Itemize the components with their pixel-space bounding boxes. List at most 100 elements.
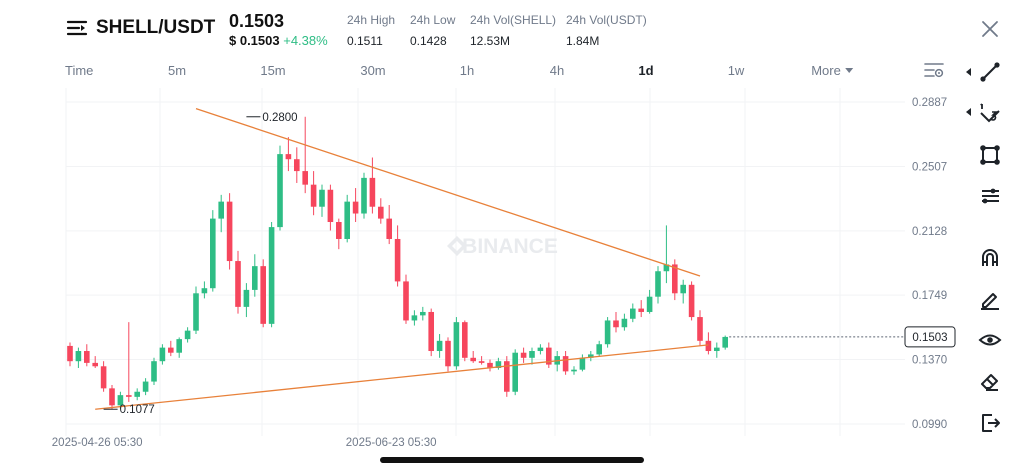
annotations: 0.2800 0.1077 xyxy=(103,112,298,416)
candle-body xyxy=(705,340,712,352)
eraser-tool[interactable] xyxy=(978,369,1002,393)
pair-title[interactable]: SHELL/USDT xyxy=(96,17,216,38)
magnet-tool[interactable] xyxy=(978,246,1002,270)
interval-1w[interactable]: 1w xyxy=(727,63,745,78)
candle-body xyxy=(655,271,661,297)
candle-body xyxy=(319,189,325,207)
rectangle-tool[interactable] xyxy=(978,143,1002,167)
candle-body xyxy=(252,266,258,290)
candle-body xyxy=(487,362,493,368)
visibility-tool[interactable] xyxy=(978,328,1002,352)
price-tick-label: 0.1370 xyxy=(912,354,947,366)
trend-line-icon xyxy=(980,62,1000,82)
candle-body xyxy=(688,284,695,318)
candle-body xyxy=(142,381,149,392)
candle-body xyxy=(226,201,233,262)
candle-body xyxy=(588,354,594,358)
stat-value: 0.1428 xyxy=(410,34,447,48)
trendlines[interactable] xyxy=(95,108,709,410)
candle-body xyxy=(546,347,552,365)
candle-body xyxy=(260,266,266,324)
fib-tool[interactable] xyxy=(978,100,1002,124)
trendline-upper xyxy=(195,108,701,277)
candle-body xyxy=(562,356,569,372)
candle-body xyxy=(663,264,670,272)
candle-body xyxy=(369,177,376,207)
interval-4h[interactable]: 4h xyxy=(549,63,565,78)
candle-body xyxy=(243,289,250,307)
candle-body xyxy=(445,340,451,367)
stat-value: 0.1511 xyxy=(347,34,383,48)
candle-body xyxy=(411,315,418,321)
caret-left-icon[interactable] xyxy=(966,68,971,76)
candle-body xyxy=(75,351,82,362)
candle-body xyxy=(386,218,392,239)
candle-body xyxy=(436,340,443,352)
last-price: 0.1503 xyxy=(229,11,285,31)
candle-body xyxy=(579,357,586,370)
exit-drawing-tool[interactable] xyxy=(978,411,1002,435)
candle-body xyxy=(168,347,174,353)
candle-body xyxy=(722,336,728,348)
interval-1h[interactable]: 1h xyxy=(459,63,475,78)
price-tick-label: 0.1749 xyxy=(912,290,947,302)
chart-settings-icon[interactable] xyxy=(924,62,944,78)
chart-grid xyxy=(65,88,905,436)
current-price-label: 0.1503 xyxy=(912,332,947,344)
candle-body xyxy=(210,218,216,289)
interval-5m[interactable]: 5m xyxy=(167,63,187,78)
candle-body xyxy=(100,366,107,389)
candle-body xyxy=(520,352,527,358)
candle-body xyxy=(126,395,132,397)
candle-body xyxy=(327,189,334,223)
magnet-icon xyxy=(982,249,998,266)
time-tick-label: 2025-04-26 05:30 xyxy=(52,437,143,449)
more-label: More xyxy=(811,63,841,78)
stat-label: 24h High xyxy=(347,13,396,27)
high-price-label: 0.2800 xyxy=(262,112,297,124)
candle-body xyxy=(378,206,384,219)
candle-body xyxy=(361,177,367,214)
stat-value: 1.84M xyxy=(566,34,600,48)
trend-line-tool[interactable] xyxy=(978,60,1002,84)
stat-value: 12.53M xyxy=(470,34,511,48)
interval-15m[interactable]: 15m xyxy=(260,63,286,78)
candle-body xyxy=(218,201,224,219)
close-icon[interactable] xyxy=(980,19,1000,39)
price-axis: 0.2887 0.2507 0.2128 0.1749 0.1370 0.0990 xyxy=(912,97,947,431)
stat-label: 24h Low xyxy=(410,13,456,27)
brush-tool[interactable] xyxy=(978,287,1002,311)
candle-body xyxy=(512,352,518,392)
candle-body xyxy=(638,308,644,312)
candle-body xyxy=(420,311,426,316)
candle-body xyxy=(596,344,602,355)
candle-body xyxy=(67,345,73,362)
binance-watermark: BINANCE xyxy=(462,235,558,258)
caret-left-icon[interactable] xyxy=(966,108,971,116)
interval-more[interactable]: More xyxy=(811,63,853,78)
candle-body xyxy=(621,318,628,328)
candle-body xyxy=(294,159,300,172)
interval-time[interactable]: Time xyxy=(65,63,94,78)
candle-body xyxy=(84,351,90,363)
pencil-icon xyxy=(981,293,999,310)
interval-1d[interactable]: 1d xyxy=(638,63,654,78)
exit-icon xyxy=(982,414,1000,432)
trendline-lower xyxy=(95,344,709,410)
candle-body xyxy=(201,288,208,294)
interval-30m[interactable]: 30m xyxy=(360,63,386,78)
menu-icon[interactable] xyxy=(66,18,88,38)
binance-logo-shape xyxy=(447,236,467,256)
parallel-lines-tool[interactable] xyxy=(978,184,1002,208)
candle-body xyxy=(117,395,124,406)
stat-label: 24h Vol(SHELL) xyxy=(470,13,557,27)
candle-body xyxy=(604,320,611,345)
price-change: +4.38% xyxy=(283,33,328,48)
candle-body xyxy=(134,391,140,397)
price-tick-label: 0.2887 xyxy=(912,97,947,109)
eraser-icon xyxy=(981,374,998,391)
candle-body xyxy=(613,320,619,328)
price-tick-label: 0.2128 xyxy=(912,226,947,238)
candle-body xyxy=(352,201,359,214)
